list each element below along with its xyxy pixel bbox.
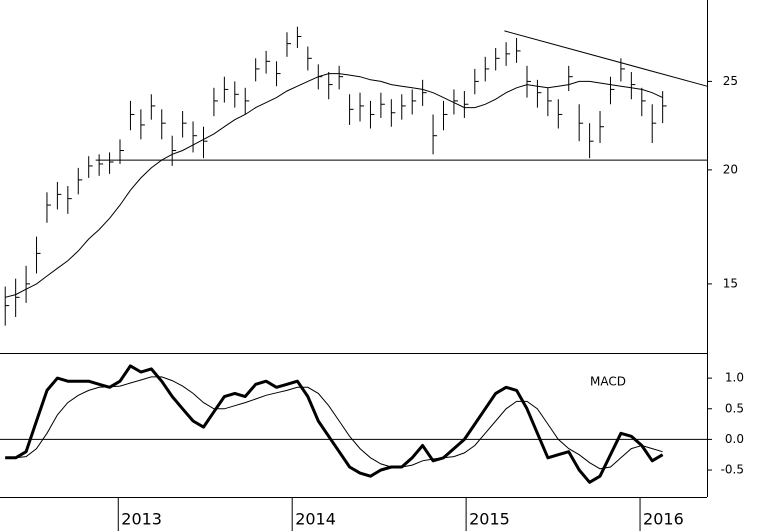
moving-average [5,73,663,298]
trend-line [504,30,708,87]
x-tick-label: 2014 [295,510,336,529]
y-tick-label: 1.0 [725,371,744,385]
y-tick-label: 20 [723,162,738,176]
x-tick-label: 2013 [121,510,162,529]
y-tick-label: 25 [723,74,738,88]
y-tick-label: -0.5 [721,463,744,477]
y-tick-label: 0.5 [725,401,744,415]
y-tick-label: 0.0 [725,432,744,446]
macd-label: MACD [590,375,626,389]
macd-line [5,364,664,484]
x-tick-label: 2015 [469,510,510,529]
x-tick-label: 2016 [643,510,684,529]
signal-line [5,376,663,470]
y-tick-label: 15 [723,276,738,290]
